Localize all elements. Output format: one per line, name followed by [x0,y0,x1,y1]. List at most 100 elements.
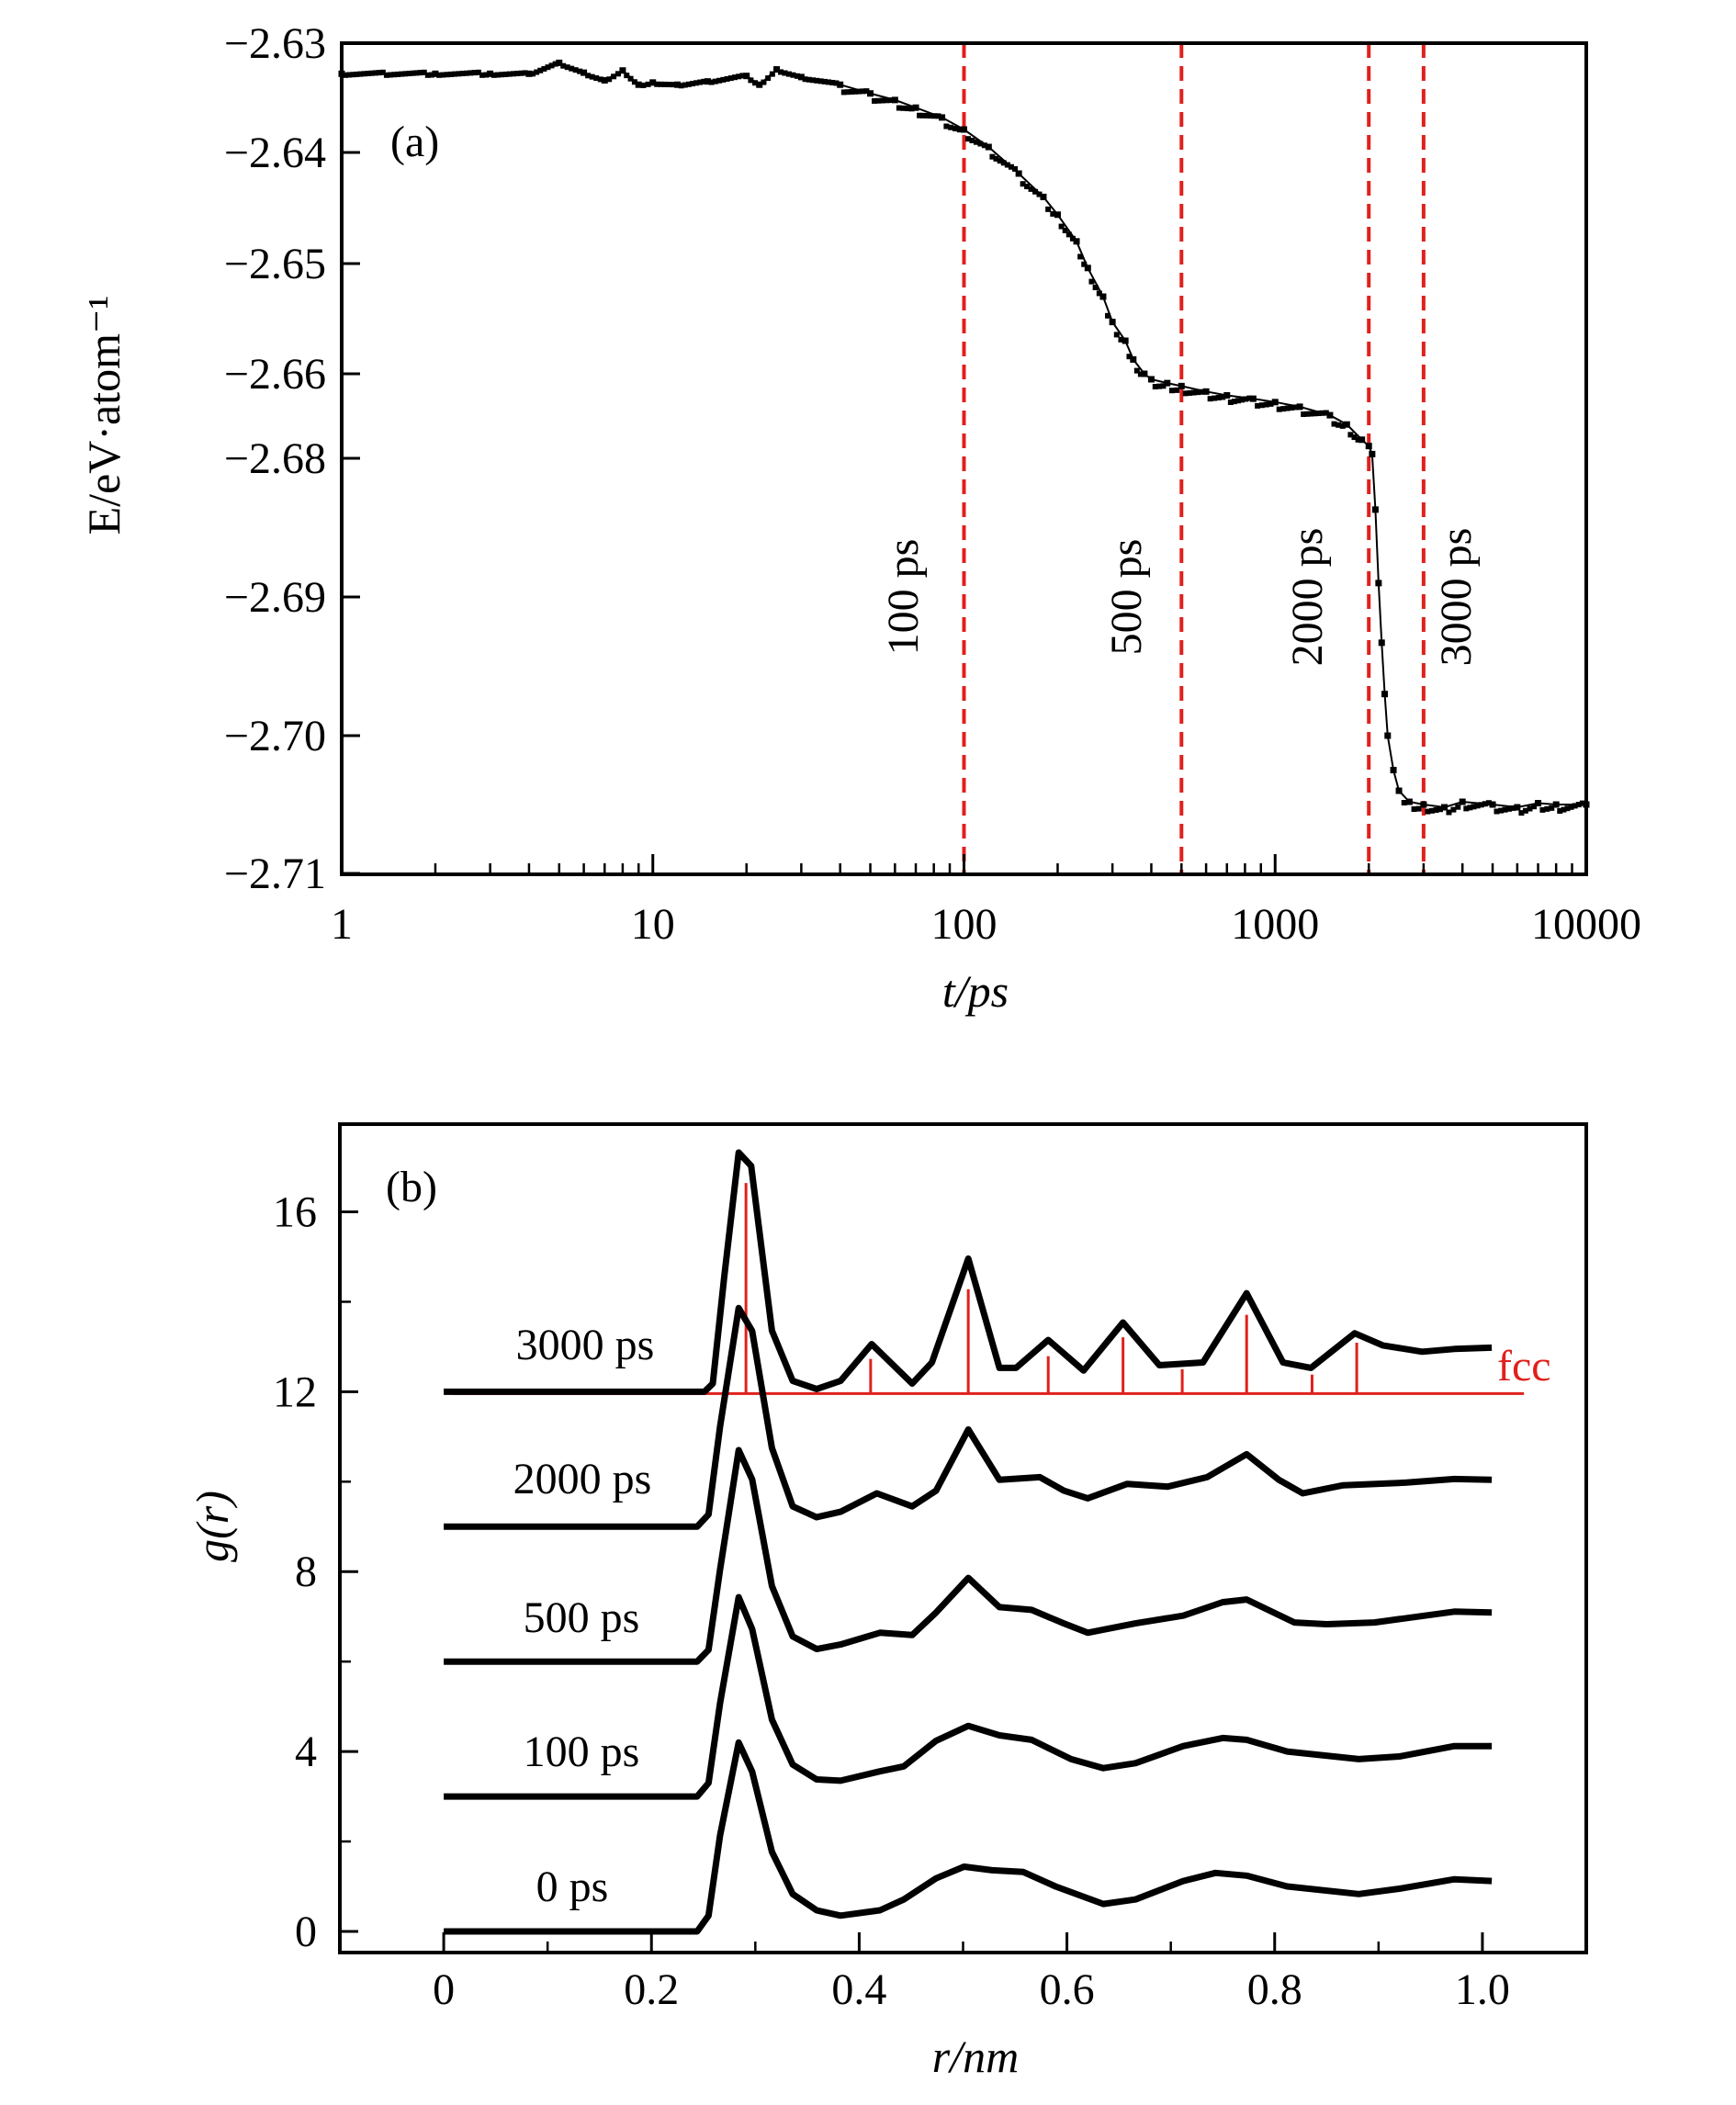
reference-lines [962,43,1426,874]
data-point [790,72,796,78]
series-line [444,1593,1493,1800]
data-point [1050,210,1056,217]
y-tick-label: 0 [295,1908,317,1956]
data-point [556,59,563,66]
reference-line-labels: 100 ps 500 ps 2000 ps 3000 ps [879,528,1481,667]
data-point [1369,450,1376,457]
series-labels: 0 ps 100 ps 500 ps 2000 ps 3000 ps [513,1321,655,1911]
data-point [904,106,910,112]
data-point [1378,639,1385,647]
data-point [1552,801,1560,808]
data-point [1130,355,1137,363]
data-point [499,72,505,78]
x-tick-label: 1 [331,900,353,949]
data-point [928,113,934,119]
data-point [560,62,567,69]
axis-ticks: 1 10 100 1000 10000 −2.63 −2.64 −2.65 −2.66 −2.68… [224,19,1641,949]
data-point [479,72,486,78]
data-point [1351,434,1358,441]
data-point [1065,231,1072,238]
data-point [662,81,669,87]
data-point [1301,411,1307,418]
y-axis-label: g(r) [186,1491,238,1562]
data-point [712,78,718,84]
data-point [518,70,524,76]
data-point [1258,402,1265,409]
y-tick-label: −2.70 [224,712,326,760]
data-point [856,88,862,95]
data-point [697,79,704,85]
data-point [1004,162,1010,168]
data-point [860,88,866,95]
data-point [1514,804,1521,811]
gr-series [444,1149,1493,1935]
panel-a: 1 10 100 1000 10000 −2.63 −2.64 −2.65 −2.66 −2.68… [78,19,1641,1017]
data-point [417,70,423,76]
data-point [1304,411,1311,417]
data-point [1446,809,1452,816]
x-tick-label: 0 [433,1965,455,2014]
data-point [1331,421,1337,427]
data-point [410,70,416,76]
data-point [658,81,664,87]
data-point [577,68,583,74]
data-point [1008,163,1014,170]
data-point [619,67,626,74]
data-point [917,112,923,118]
data-point [1510,805,1516,811]
data-point [1494,808,1500,815]
data-point [1564,805,1571,812]
data-point [395,71,401,77]
data-point [1535,800,1542,806]
data-point [1527,805,1533,812]
data-point [1471,804,1477,810]
data-point [1296,403,1303,411]
data-point [1579,800,1585,806]
x-axis-label: t/ps [942,965,1009,1017]
data-point [1347,432,1354,438]
data-point [1187,389,1193,396]
data-point [1518,810,1525,816]
data-point [1122,337,1129,344]
data-point [541,65,547,72]
reference-line-label: 100 ps [879,539,928,656]
data-point [704,78,711,85]
data-point [1467,805,1473,811]
data-point [924,113,930,118]
data-point [511,71,517,77]
data-point [748,77,754,84]
data-point [654,81,660,87]
data-point [1561,806,1567,813]
data-point [1028,186,1034,192]
data-point [802,76,808,83]
data-point [1249,395,1257,402]
data-point [840,89,847,96]
data-point [720,76,727,83]
data-point [778,69,784,75]
data-point [908,106,915,112]
data-point [969,137,975,143]
data-point [1401,800,1407,805]
data-point [1084,265,1091,272]
y-tick-label: −2.64 [224,129,326,177]
data-point [1195,389,1201,396]
data-point [1099,293,1107,300]
data-point [814,77,820,84]
data-point [361,71,367,77]
data-point [871,97,877,104]
data-point [785,71,792,77]
data-point [1012,165,1019,172]
data-point [1485,800,1492,806]
data-point [716,77,723,84]
y-tick-label: −2.66 [224,350,326,399]
data-point [1326,411,1334,419]
data-point [931,113,938,119]
y-tick-label: 16 [273,1188,317,1236]
x-tick-label: 10000 [1531,900,1641,949]
data-point [640,82,647,88]
data-point [1522,807,1528,814]
series-label: 2000 ps [513,1455,652,1503]
x-axis-label: r/nm [932,2031,1019,2082]
data-point [671,82,677,88]
data-point [912,104,919,111]
